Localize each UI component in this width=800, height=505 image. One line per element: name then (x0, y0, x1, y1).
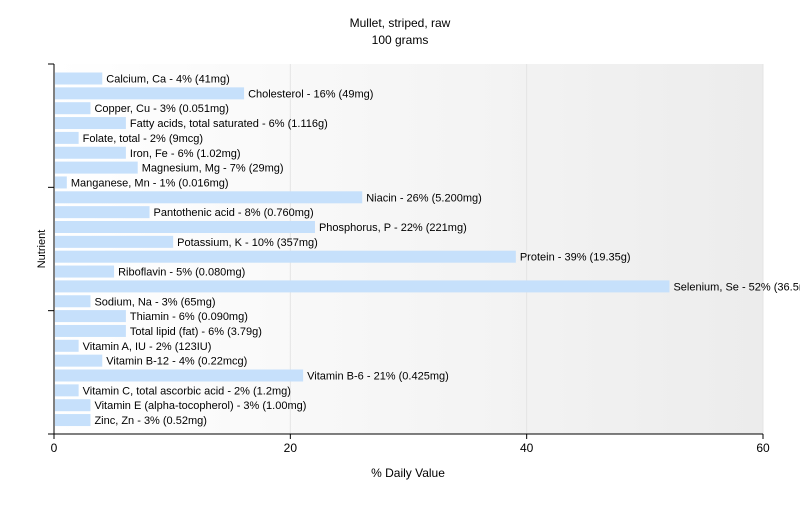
bar-label: Vitamin B-12 - 4% (0.22mcg) (106, 356, 247, 368)
bar (55, 369, 304, 382)
bar (55, 324, 126, 337)
bar (55, 414, 91, 427)
x-tick-label: 40 (520, 441, 534, 455)
bar-label: Thiamin - 6% (0.090mg) (130, 311, 248, 323)
bar-label: Calcium, Ca - 4% (41mg) (106, 74, 229, 86)
bar-label: Magnesium, Mg - 7% (29mg) (142, 163, 284, 175)
axes: 0 20 40 60 (48, 63, 770, 455)
bar (55, 87, 245, 100)
bar (55, 399, 91, 412)
bar (55, 191, 363, 204)
bar (55, 131, 79, 144)
bar-label: Vitamin B-6 - 21% (0.425mg) (307, 371, 449, 383)
bar (55, 384, 79, 397)
bar (55, 310, 126, 323)
bar-label: Selenium, Se - 52% (36.5mcg) (673, 281, 800, 293)
bar (55, 117, 126, 130)
bar (55, 339, 79, 352)
bar-label: Vitamin C, total ascorbic acid - 2% (1.2… (83, 385, 291, 397)
bar-label: Niacin - 26% (5.200mg) (366, 192, 482, 204)
bar-label: Folate, total - 2% (9mcg) (83, 133, 203, 145)
bar (55, 72, 103, 85)
bar-label: Phosphorus, P - 22% (221mg) (319, 222, 467, 234)
bar (55, 161, 138, 174)
bar (55, 250, 516, 263)
bar-label: Fatty acids, total saturated - 6% (1.116… (130, 118, 328, 130)
bar-labels: Calcium, Ca - 4% (41mg) Cholesterol - 16%… (71, 74, 800, 428)
bars (55, 72, 670, 427)
bar-label: Protein - 39% (19.35g) (520, 252, 631, 264)
bar-label: Potassium, K - 10% (357mg) (177, 237, 318, 249)
bar (55, 280, 670, 293)
y-axis-label: Nutrient (36, 230, 48, 269)
bar-label: Iron, Fe - 6% (1.02mg) (130, 148, 241, 160)
x-tick-label: 20 (284, 441, 298, 455)
bar-label: Vitamin E (alpha-tocopherol) - 3% (1.00m… (94, 400, 306, 412)
bar (55, 235, 174, 248)
bar (55, 295, 91, 308)
bar (55, 265, 115, 278)
x-tick-label: 60 (756, 441, 770, 455)
bar-label: Riboflavin - 5% (0.080mg) (118, 267, 245, 279)
chart-title: Mullet, striped, raw (350, 16, 451, 30)
bar-label: Sodium, Na - 3% (65mg) (94, 296, 215, 308)
bar-label: Copper, Cu - 3% (0.051mg) (94, 103, 229, 115)
x-tick-label: 0 (51, 441, 58, 455)
bar (55, 206, 150, 219)
bar-label: Cholesterol - 16% (49mg) (248, 88, 373, 100)
bar (55, 176, 67, 189)
bar-label: Manganese, Mn - 1% (0.016mg) (71, 177, 229, 189)
bar-label: Zinc, Zn - 3% (0.52mg) (94, 415, 206, 427)
bar-label: Total lipid (fat) - 6% (3.79g) (130, 326, 262, 338)
bar (55, 102, 91, 115)
bar (55, 146, 126, 159)
bar (55, 354, 103, 367)
chart-subtitle: 100 grams (372, 33, 429, 47)
bar (55, 221, 315, 233)
bar-label: Pantothenic acid - 8% (0.760mg) (154, 207, 314, 219)
x-axis-label: % Daily Value (371, 466, 445, 480)
bar-label: Vitamin A, IU - 2% (123IU) (83, 341, 212, 353)
